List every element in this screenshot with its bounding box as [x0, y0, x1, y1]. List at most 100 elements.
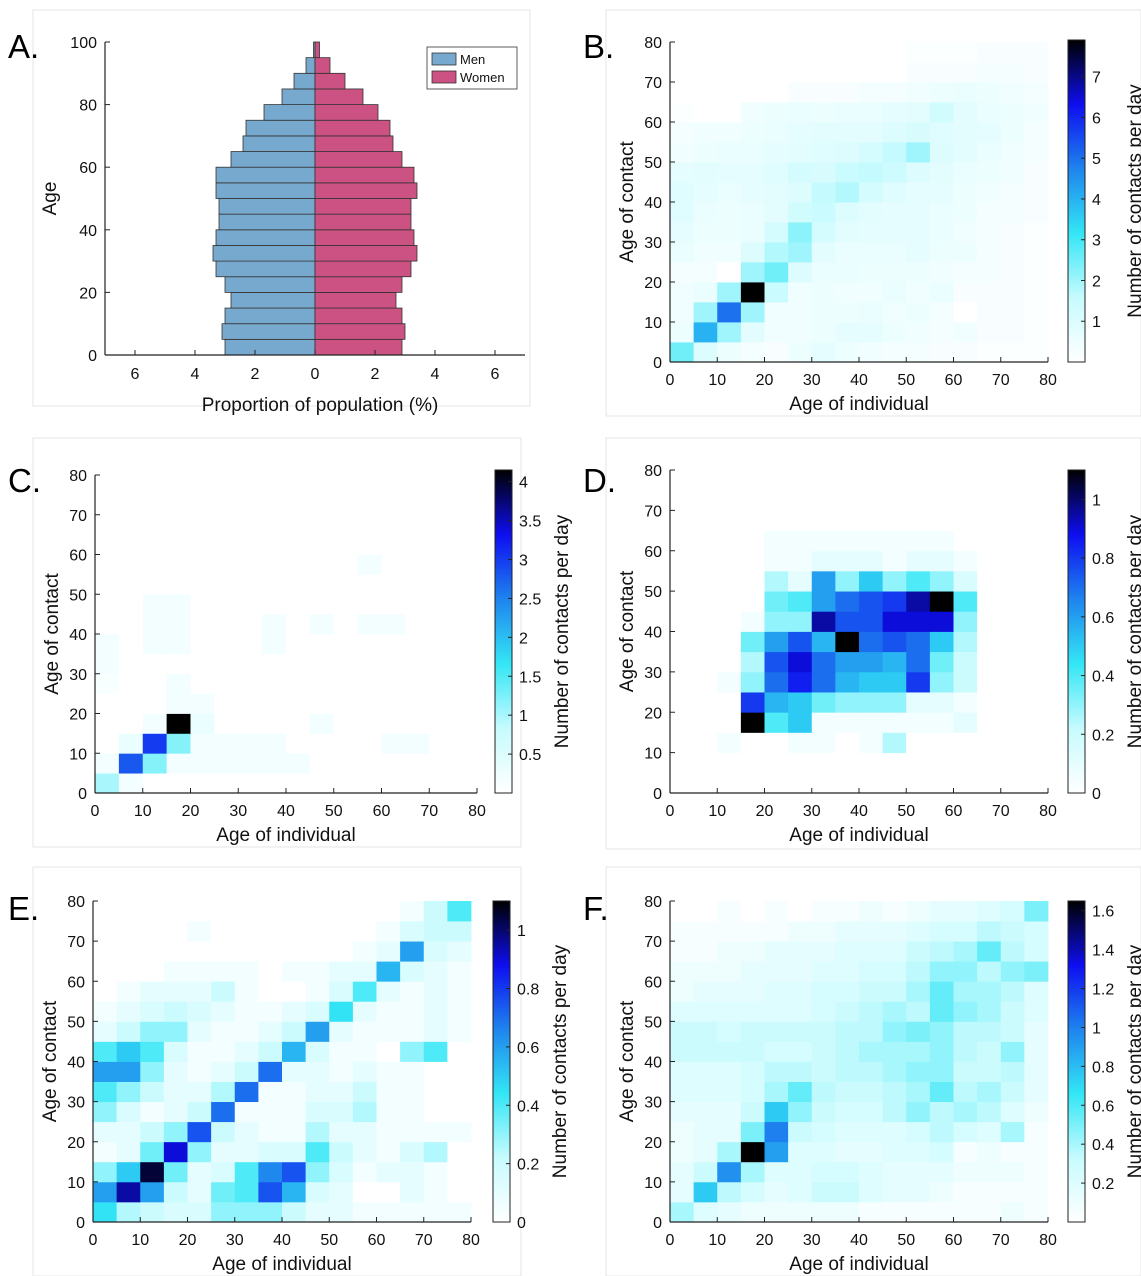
heatmap-cell [423, 1061, 448, 1082]
heatmap-cell [329, 1001, 354, 1022]
heatmap-cell [929, 302, 954, 323]
bar-men [215, 182, 316, 199]
heatmap-cell [305, 901, 330, 922]
heatmap-cell [1000, 202, 1025, 223]
heatmap-cell [906, 1021, 931, 1042]
heatmap-cell [953, 631, 978, 653]
heatmap-cell [693, 941, 718, 962]
bar-men [224, 307, 316, 325]
heatmap-cell [811, 242, 836, 263]
heatmap-cell [764, 302, 789, 323]
heatmap-cell [670, 282, 695, 303]
heatmap-cell [1000, 941, 1025, 962]
heatmap-cell [953, 162, 978, 183]
heatmap-cell [717, 322, 742, 343]
heatmap-cell [238, 494, 263, 516]
heatmap-cell [835, 1161, 860, 1183]
heatmap-cell [977, 242, 1002, 263]
heatmap-cell [423, 941, 448, 962]
heatmap-cell [788, 712, 813, 733]
heatmap-cell [258, 921, 283, 942]
heatmap-cell [693, 712, 718, 733]
heatmap-cell [693, 302, 718, 323]
heatmap-cell [693, 1101, 718, 1123]
heatmap-cell [764, 62, 789, 83]
heatmap-cell [1000, 921, 1025, 942]
heatmap-cell [906, 322, 931, 343]
heatmap-cell [953, 732, 978, 754]
heatmap-cell [740, 901, 765, 922]
heatmap-cell [953, 242, 978, 263]
heatmap-cell [1000, 262, 1025, 283]
heatmap-cell [859, 142, 884, 163]
heatmap-cell [953, 1021, 978, 1042]
heatmap-cell [352, 1061, 377, 1082]
heatmap-cell [717, 941, 742, 962]
heatmap-cell [142, 653, 168, 675]
heatmap-cell [882, 712, 907, 733]
y-tick-label: 40 [69, 627, 87, 644]
colorbar-tick-label: 3 [519, 553, 528, 570]
heatmap-cell [859, 122, 884, 143]
y-tick-label: 10 [67, 1175, 85, 1192]
colorbar-tick-label: 0.4 [1092, 1137, 1114, 1154]
heatmap-cell [835, 732, 860, 754]
heatmap-cell [400, 1181, 425, 1203]
heatmap-cell [882, 322, 907, 343]
heatmap-cell [163, 1161, 188, 1183]
heatmap-cell [859, 1061, 884, 1082]
heatmap-cell [1024, 182, 1049, 203]
heatmap-cell [1024, 901, 1049, 922]
heatmap-cell [329, 941, 354, 962]
heatmap-cell [906, 1141, 931, 1163]
heatmap-cell [670, 752, 695, 774]
heatmap-cell [859, 1081, 884, 1103]
heatmap-cell [357, 534, 382, 555]
heatmap-cell [381, 554, 406, 575]
colorbar-tick-label: 0 [1092, 786, 1101, 803]
heatmap-cell [977, 510, 1002, 531]
heatmap-cell [258, 1001, 283, 1022]
heatmap-cell [835, 1061, 860, 1082]
heatmap-cell [405, 753, 430, 774]
heatmap-cell [788, 671, 813, 693]
heatmap-cell [764, 981, 789, 1002]
heatmap-cell [670, 1081, 695, 1103]
colorbar-tick-label: 0.8 [1092, 1059, 1114, 1076]
heatmap-cell [906, 651, 931, 673]
heatmap-cell [764, 901, 789, 922]
heatmap-cell [811, 530, 836, 552]
y-tick-label: 30 [644, 235, 662, 252]
heatmap-cell [214, 594, 239, 615]
heatmap-cell [740, 1081, 765, 1103]
heatmap-cell [977, 490, 1002, 511]
heatmap-cell [190, 653, 215, 675]
y-tick-label: 0 [78, 786, 87, 803]
heatmap-cell [788, 651, 813, 673]
heatmap-cell [740, 732, 765, 754]
heatmap-cell [811, 712, 836, 733]
heatmap-cell [116, 1021, 141, 1042]
heatmap-cell [1000, 772, 1025, 794]
heatmap-cell [429, 574, 454, 595]
heatmap-cell [423, 1121, 448, 1143]
heatmap-cell [670, 342, 695, 363]
heatmap-cell [163, 961, 188, 982]
heatmap-cell [717, 961, 742, 982]
heatmap-cell [1024, 1141, 1049, 1163]
heatmap-cell [977, 591, 1002, 612]
heatmap-cell [788, 611, 813, 632]
heatmap-cell [953, 122, 978, 143]
heatmap-cell [118, 713, 144, 734]
heatmap-cell [882, 1181, 907, 1203]
heatmap-cell [140, 901, 165, 922]
bar-men [242, 135, 316, 152]
y-tick-label: 70 [69, 508, 87, 525]
heatmap-cell [1024, 322, 1049, 343]
heatmap-cell [187, 1101, 212, 1123]
heatmap-cell [93, 1161, 118, 1183]
heatmap-cell [142, 693, 168, 714]
heatmap-cell [429, 614, 454, 635]
